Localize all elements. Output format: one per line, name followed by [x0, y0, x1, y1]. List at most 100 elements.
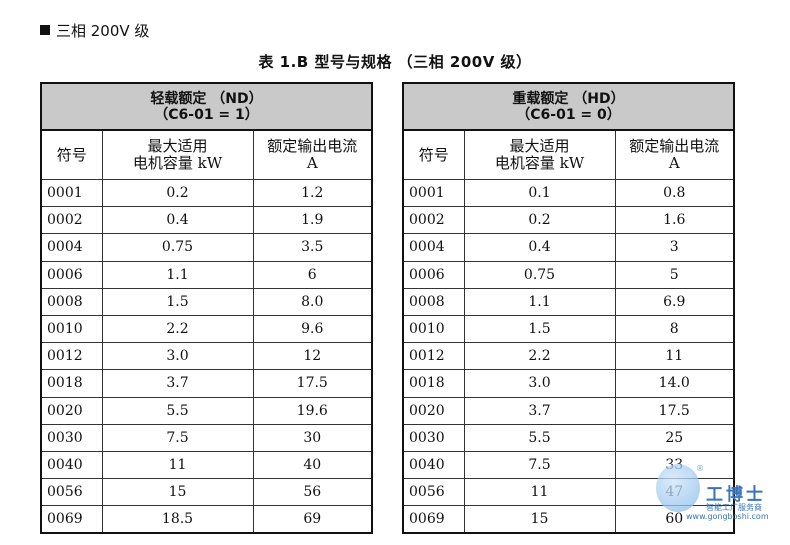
rated-current-cell: 25	[614, 423, 735, 452]
model-code-cell: 0056	[402, 478, 465, 507]
model-code-cell: 0020	[402, 396, 465, 425]
motor-capacity-cell: 5.5	[463, 423, 616, 452]
nd-table-body: 0001 0.2 1.2 0002 0.4 1.9 0004 0.75 3.5 0006 1.1 6 0…	[40, 178, 373, 534]
registered-mark: ®	[696, 464, 704, 473]
rated-current-cell: 8.0	[252, 287, 373, 316]
nd-rating-table: 轻载额定 （ND） （C6-01 = 1） 符号 最大适用 电机容量 kW 额定输…	[40, 82, 374, 535]
table-row: 0018 3.0 14.0	[402, 369, 735, 398]
nd-col-motor-line2: 电机容量 kW	[132, 154, 223, 172]
motor-capacity-cell: 7.5	[101, 423, 254, 452]
table-row: 0004 0.75 3.5	[40, 233, 373, 262]
motor-capacity-cell: 2.2	[463, 342, 616, 371]
table-row: 0012 2.2 11	[402, 342, 735, 371]
table-caption: 表 1.B 型号与规格 （三相 200V 级）	[258, 53, 532, 71]
table-row: 0020 5.5 19.6	[40, 396, 373, 425]
rated-current-cell: 5	[614, 260, 735, 289]
motor-capacity-cell: 3.0	[463, 369, 616, 398]
rated-current-cell: 1.6	[614, 206, 735, 235]
hd-table-title: 重载额定 （HD） （C6-01 = 0）	[402, 82, 735, 131]
motor-capacity-cell: 0.1	[463, 178, 616, 208]
table-row: 0030 7.5 30	[40, 423, 373, 452]
rated-current-cell: 6	[252, 260, 373, 289]
motor-capacity-cell: 1.5	[101, 287, 254, 316]
model-code-cell: 0002	[402, 206, 465, 235]
motor-capacity-cell: 3.7	[463, 396, 616, 425]
motor-capacity-cell: 0.4	[463, 233, 616, 262]
model-code-cell: 0030	[402, 423, 465, 452]
model-code-cell: 0006	[402, 260, 465, 289]
model-code-cell: 0056	[40, 478, 103, 507]
hd-rating-table: 重载额定 （HD） （C6-01 = 0） 符号 最大适用 电机容量 kW 额定输…	[402, 82, 736, 535]
rated-current-cell: 40	[252, 450, 373, 480]
rated-current-cell: 17.5	[614, 396, 735, 425]
hd-col-current-line2: A	[668, 154, 680, 172]
nd-col-motor-line1: 最大适用	[147, 137, 208, 155]
nd-col-current-line1: 额定输出电流	[267, 137, 358, 155]
model-code-cell: 0010	[40, 314, 103, 344]
table-row: 0008 1.5 8.0	[40, 287, 373, 316]
hd-col-motor: 最大适用 电机容量 kW	[463, 129, 616, 180]
nd-col-motor: 最大适用 电机容量 kW	[101, 129, 254, 180]
motor-capacity-cell: 0.4	[101, 206, 254, 235]
hd-col-motor-line2: 电机容量 kW	[494, 154, 585, 172]
rated-current-cell: 30	[252, 423, 373, 452]
motor-capacity-cell: 1.1	[463, 287, 616, 316]
model-code-cell: 0040	[40, 450, 103, 480]
table-row: 0002 0.4 1.9	[40, 206, 373, 235]
table-row: 0004 0.4 3	[402, 233, 735, 262]
rated-current-cell: 9.6	[252, 314, 373, 344]
motor-capacity-cell: 3.7	[101, 369, 254, 398]
nd-col-current-line2: A	[306, 154, 318, 172]
model-code-cell: 0012	[40, 342, 103, 371]
motor-capacity-cell: 11	[101, 450, 254, 480]
hd-title: 重载额定 （HD）	[512, 90, 625, 107]
motor-capacity-cell: 0.75	[101, 233, 254, 262]
watermark-url: www.gongboshi.com	[686, 512, 769, 521]
rated-current-cell: 8	[614, 314, 735, 344]
table-row: 0002 0.2 1.6	[402, 206, 735, 235]
table-row: 0006 0.75 5	[402, 260, 735, 289]
model-code-cell: 0010	[402, 314, 465, 344]
nd-column-header-row: 符号 最大适用 电机容量 kW 额定输出电流 A	[40, 129, 373, 180]
table-row: 0020 3.7 17.5	[402, 396, 735, 425]
table-row: 0008 1.1 6.9	[402, 287, 735, 316]
model-code-cell: 0004	[40, 233, 103, 262]
hd-col-current-line1: 额定输出电流	[629, 137, 720, 155]
motor-capacity-cell: 11	[463, 478, 616, 507]
model-code-cell: 0069	[40, 505, 103, 534]
rated-current-cell: 6.9	[614, 287, 735, 316]
robot-mascot-icon	[656, 464, 700, 512]
rated-current-cell: 11	[614, 342, 735, 371]
model-code-cell: 0008	[402, 287, 465, 316]
motor-capacity-cell: 3.0	[101, 342, 254, 371]
model-code-cell: 0004	[402, 233, 465, 262]
model-code-cell: 0030	[40, 423, 103, 452]
rated-current-cell: 19.6	[252, 396, 373, 425]
motor-capacity-cell: 0.2	[101, 178, 254, 208]
table-row: 0069 18.5 69	[40, 505, 373, 534]
table-row: 0012 3.0 12	[40, 342, 373, 371]
motor-capacity-cell: 0.2	[463, 206, 616, 235]
motor-capacity-cell: 1.5	[463, 314, 616, 344]
nd-col-current: 额定输出电流 A	[252, 129, 373, 180]
motor-capacity-cell: 1.1	[101, 260, 254, 289]
nd-col-code: 符号	[40, 129, 103, 180]
rated-current-cell: 3	[614, 233, 735, 262]
motor-capacity-cell: 0.75	[463, 260, 616, 289]
rated-current-cell: 17.5	[252, 369, 373, 398]
model-code-cell: 0002	[40, 206, 103, 235]
table-row: 0010 2.2 9.6	[40, 314, 373, 344]
motor-capacity-cell: 18.5	[101, 505, 254, 534]
watermark-name: 工博士	[706, 485, 766, 505]
hd-table-body: 0001 0.1 0.8 0002 0.2 1.6 0004 0.4 3 0006 0.75 5 000…	[402, 178, 735, 534]
table-row: 0018 3.7 17.5	[40, 369, 373, 398]
model-code-cell: 0006	[40, 260, 103, 289]
hd-col-current: 额定输出电流 A	[614, 129, 735, 180]
nd-title: 轻载额定 （ND）	[150, 90, 263, 107]
model-code-cell: 0001	[40, 178, 103, 208]
motor-capacity-cell: 7.5	[463, 450, 616, 480]
rated-current-cell: 14.0	[614, 369, 735, 398]
rated-current-cell: 12	[252, 342, 373, 371]
rated-current-cell: 56	[252, 478, 373, 507]
nd-header-row: 轻载额定 （ND） （C6-01 = 1）	[40, 82, 373, 131]
